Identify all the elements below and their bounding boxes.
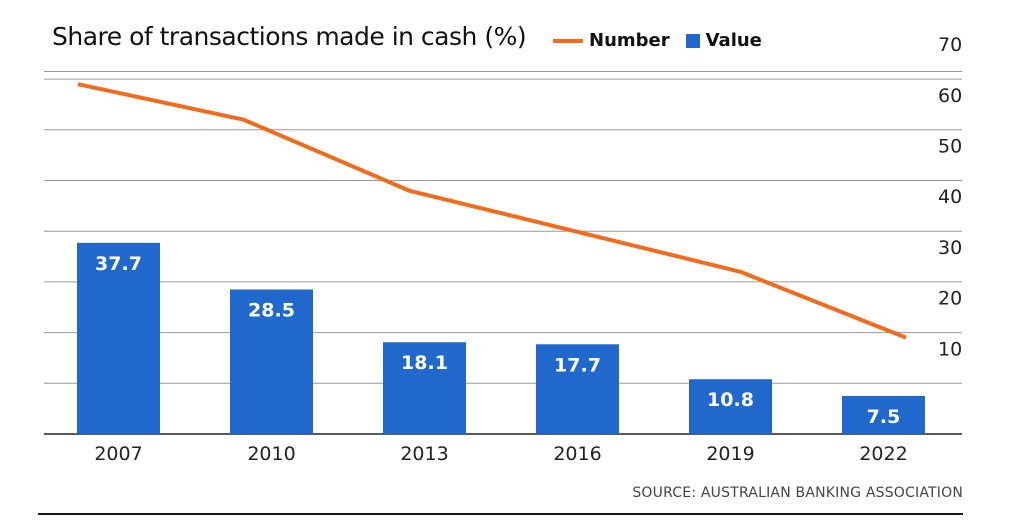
- legend-value-label: Value: [705, 30, 762, 51]
- y-tick-label: 60: [938, 85, 962, 107]
- bar-data-label: 17.7: [554, 354, 601, 376]
- bar: [842, 395, 925, 434]
- bar-data-label: 10.8: [707, 389, 754, 411]
- bar: [230, 289, 313, 434]
- x-tick-label: 2022: [859, 443, 907, 465]
- bar-data-label: 7.5: [867, 406, 901, 428]
- x-tick-label: 2010: [247, 443, 295, 465]
- bar-data-label: 28.5: [248, 300, 295, 322]
- bar: [689, 379, 772, 434]
- x-tick-label: 2013: [400, 443, 448, 465]
- y-tick-label: 20: [938, 288, 962, 310]
- source-note: SOURCE: AUSTRALIAN BANKING ASSOCIATION: [632, 485, 963, 501]
- legend-bar-swatch: [685, 33, 700, 48]
- bar-data-label: 18.1: [401, 352, 448, 374]
- bar: [536, 344, 619, 434]
- legend-line-swatch: [553, 38, 583, 43]
- number-series-line: [77, 82, 907, 340]
- bar: [77, 242, 160, 434]
- x-tick-label: 2007: [94, 443, 142, 465]
- x-tick-label: 2016: [553, 443, 601, 465]
- bottom-rule: [38, 513, 963, 515]
- y-tick-label: 30: [938, 237, 962, 259]
- legend: Number Value: [553, 30, 762, 51]
- x-tick-label: 2019: [706, 443, 754, 465]
- y-tick-label: 70: [938, 34, 962, 56]
- y-tick-label: 40: [938, 186, 962, 208]
- legend-number-label: Number: [589, 30, 670, 51]
- chart-title: Share of transactions made in cash (%): [52, 22, 527, 51]
- y-tick-label: 10: [938, 338, 962, 360]
- bar: [383, 342, 466, 434]
- bar-data-label: 37.7: [95, 253, 142, 275]
- y-tick-label: 50: [938, 136, 962, 158]
